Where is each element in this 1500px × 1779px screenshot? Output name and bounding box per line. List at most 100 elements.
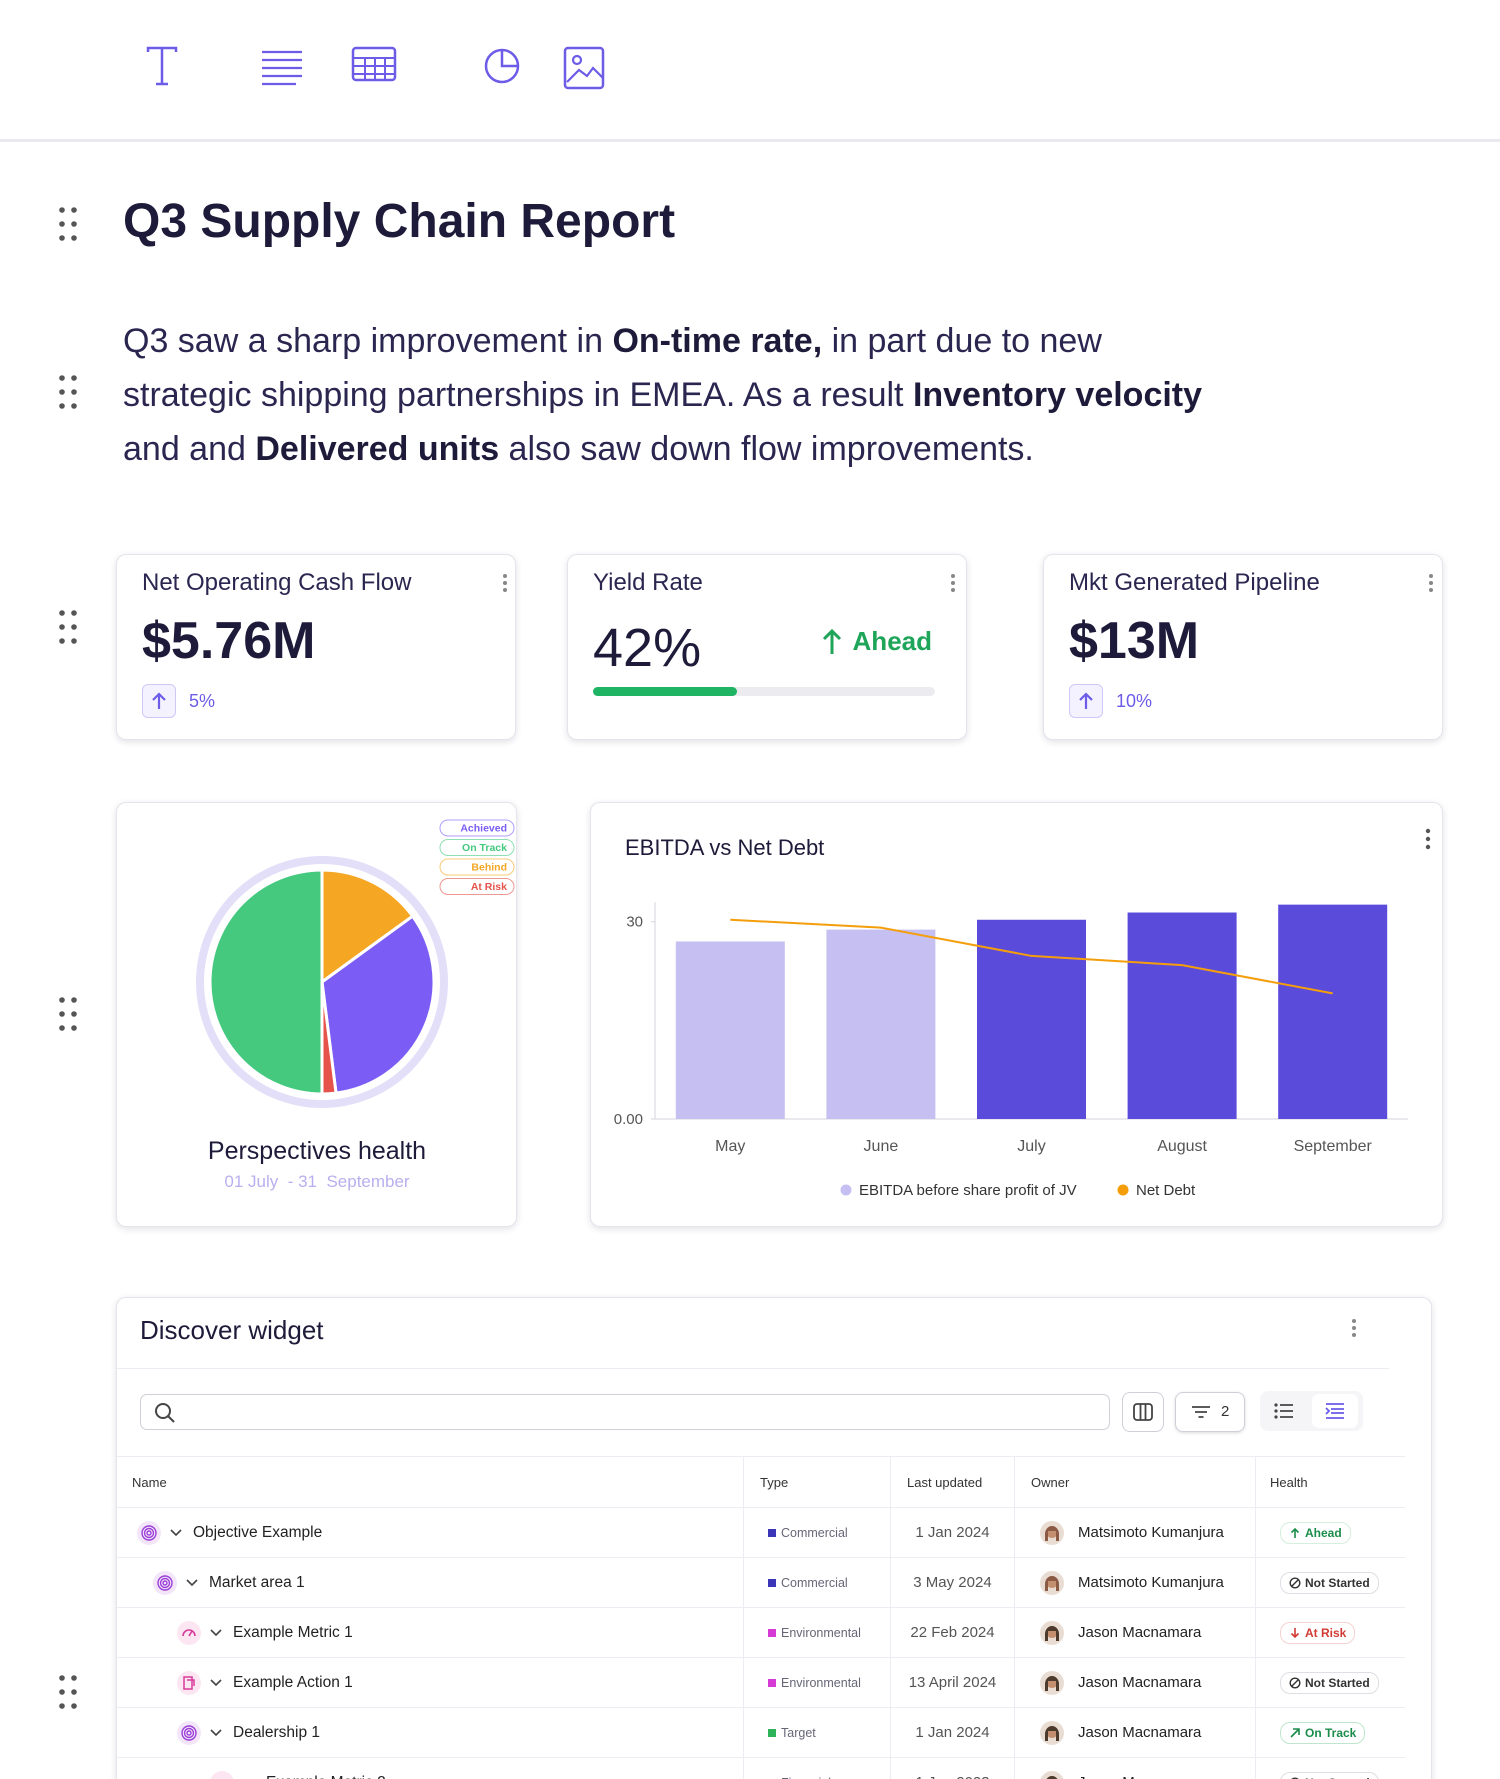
- view-toggle: [1260, 1391, 1363, 1431]
- image-tool[interactable]: [563, 46, 605, 90]
- table: Name Type Last updated Owner Health Objective…: [117, 1456, 1405, 1779]
- expand-chevron[interactable]: [209, 1678, 223, 1688]
- expand-chevron[interactable]: [185, 1578, 199, 1588]
- item-icon: [210, 1770, 234, 1779]
- item-icon: [177, 1720, 201, 1745]
- expand-chevron[interactable]: [209, 1628, 223, 1638]
- owner-name: Jason Macnamara: [1078, 1624, 1202, 1641]
- columns-button[interactable]: [1122, 1392, 1164, 1432]
- x-tick-label: June: [864, 1138, 899, 1155]
- legend-label: Achieved: [460, 823, 507, 835]
- card-menu[interactable]: [502, 573, 508, 593]
- item-icon: [177, 1620, 201, 1645]
- health-label: Not Started: [1305, 1575, 1370, 1590]
- drag-handle[interactable]: [58, 206, 78, 242]
- status-arrow: [822, 628, 841, 654]
- expand-chevron[interactable]: [209, 1728, 223, 1738]
- drag-handle-part-part: [71, 1689, 77, 1695]
- arrow-up-part: [1079, 692, 1093, 709]
- bar: [675, 941, 785, 1119]
- name-cell: Example Action 1: [117, 1658, 744, 1707]
- table-row: Dealership 1 Target 1 Jan 2024 Jason Macnam…: [117, 1708, 1405, 1758]
- arrow-up-part: [152, 692, 166, 709]
- drag-handle-part-part: [71, 624, 77, 630]
- table-header: Name Type Last updated Owner Health: [117, 1457, 1405, 1508]
- card-menu-part: [951, 574, 955, 592]
- kpi-value: $13M: [1069, 612, 1200, 670]
- health-label: Not Started: [1305, 1776, 1370, 1779]
- expand-chevron[interactable]: [169, 1528, 183, 1538]
- type-cell: Environmental: [744, 1658, 891, 1707]
- card-menu-part-part: [951, 588, 955, 592]
- filter-button[interactable]: 2: [1175, 1392, 1245, 1432]
- date-cell: 1 Jan 2024: [891, 1708, 1015, 1757]
- drag-handle[interactable]: [58, 996, 78, 1032]
- bar-line-chart: EBITDA vs Net Debt 0.00 30 May June July Augus…: [614, 828, 1431, 1199]
- legend-label: Behind: [471, 862, 507, 874]
- card-menu[interactable]: [950, 573, 956, 593]
- chart-tool[interactable]: [482, 44, 522, 84]
- icon-bg: [177, 1720, 201, 1745]
- card-menu[interactable]: [1428, 573, 1434, 593]
- drag-handle-part-part: [59, 389, 65, 395]
- drag-handle-part: [59, 610, 77, 644]
- card-menu[interactable]: [1351, 1318, 1357, 1338]
- list-view[interactable]: [1274, 1403, 1294, 1419]
- x-tick-label: May: [715, 1138, 745, 1155]
- type-swatch: [768, 1728, 776, 1737]
- drag-handle[interactable]: [58, 1674, 78, 1710]
- icon-slash: [1291, 1579, 1299, 1586]
- summary-line: and and Delivered units also saw down fl…: [123, 422, 1202, 476]
- card-menu-part-part: [1352, 1319, 1356, 1323]
- type-cell: Target: [744, 1708, 891, 1757]
- drag-handle-part-part: [59, 221, 65, 227]
- item-icon: [177, 1670, 201, 1695]
- drag-handle-part: [59, 207, 77, 241]
- type-swatch: [768, 1678, 776, 1687]
- text-tool[interactable]: [144, 44, 180, 88]
- name-cell: Example Metric 2: [117, 1758, 744, 1779]
- drag-handle[interactable]: [58, 374, 78, 410]
- item-icon: [137, 1520, 161, 1545]
- pie-slice: [320, 868, 415, 985]
- name-cell: Objective Example: [117, 1508, 744, 1557]
- change-icon: [1069, 684, 1103, 718]
- health-pill: Not Started: [1280, 1771, 1379, 1779]
- last-updated: 1 Jan 2024: [915, 1524, 990, 1541]
- table-tool[interactable]: [351, 44, 397, 84]
- search-box[interactable]: [140, 1394, 1110, 1430]
- pie-card: Achieved On Track Behind At Risk Perspective…: [116, 802, 517, 1227]
- kpi-card: Mkt Generated Pipeline $13M 10%: [1043, 554, 1443, 740]
- list-view-part-part: [1274, 1403, 1278, 1407]
- name-cell: Example Metric 1: [117, 1608, 744, 1657]
- drag-handle-part: [59, 1675, 77, 1709]
- owner-cell: Jason Macnamara: [1015, 1608, 1256, 1657]
- summary-highlight: On-time rate,: [612, 322, 823, 360]
- paragraph-tool[interactable]: [260, 44, 304, 88]
- report-summary: Q3 saw a sharp improvement in On-time ra…: [123, 314, 1202, 476]
- filter-icon-part: [1192, 1406, 1210, 1418]
- drag-handle[interactable]: [58, 609, 78, 645]
- list-view-part: [1274, 1403, 1278, 1419]
- type-label: Environmental: [781, 1625, 861, 1640]
- legend-pill: [439, 819, 515, 837]
- drag-handle-part-part: [71, 610, 77, 616]
- drag-handle-part-part: [59, 403, 65, 409]
- type-label: Commercial: [781, 1575, 848, 1590]
- line: [730, 918, 1333, 995]
- avatar-hair: [1045, 1575, 1059, 1591]
- card-menu-part-part: [1429, 581, 1433, 585]
- tree-view[interactable]: [1312, 1394, 1358, 1428]
- paragraph-tool-part: [262, 50, 302, 86]
- columns-icon-part: [1133, 1403, 1153, 1421]
- avatar: [1040, 1770, 1064, 1779]
- owner-cell: Matsimoto Kumanjura: [1015, 1558, 1256, 1607]
- bar: [977, 919, 1086, 1119]
- drag-handle-part-part: [71, 389, 77, 395]
- card-menu[interactable]: [1425, 828, 1431, 850]
- avatar: [1040, 1520, 1064, 1545]
- arrow-up: [152, 692, 166, 709]
- card-menu-part-part: [951, 581, 955, 585]
- legend-pill: [439, 878, 515, 895]
